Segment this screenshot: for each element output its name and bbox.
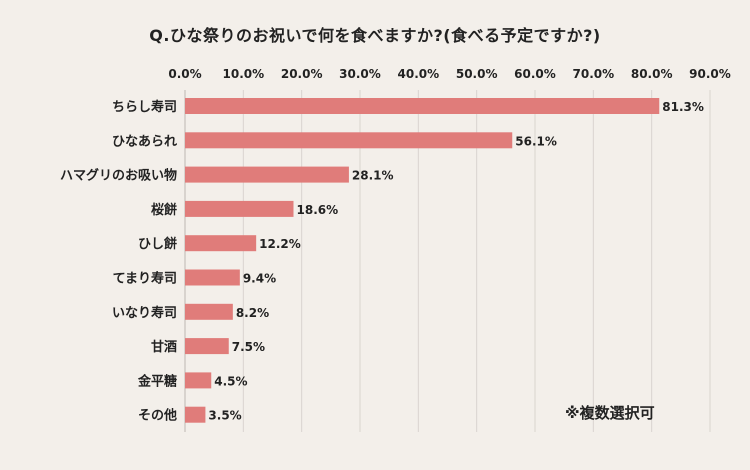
bar — [185, 132, 513, 149]
category-label: ハマグリのお吸い物 — [60, 168, 177, 184]
x-axis-ticks: 0.0% 10.0% 20.0% 30.0% 40.0% 50.0% 60.0% 70.0% 8… — [168, 67, 730, 81]
category-label: ひなあられ — [112, 134, 177, 149]
x-tick-label: 50.0% — [456, 67, 498, 81]
category-label: 甘酒 — [151, 339, 177, 355]
category-label: 桜餅 — [151, 202, 177, 218]
x-tick-label: 10.0% — [223, 67, 265, 81]
bar — [185, 406, 206, 423]
x-tick-label: 20.0% — [281, 67, 323, 81]
category-label: てまり寿司 — [113, 271, 177, 287]
chart-title: Q.ひな祭りのお祝いで何を食べますか?(食べる予定ですか?) — [149, 26, 601, 45]
bar — [185, 269, 240, 286]
value-labels: 81.3% 56.1% 28.1% 18.6% 12.2% 9.4% 8.2% 7.5% 4.5… — [208, 100, 703, 423]
category-label: 金平糖 — [137, 373, 177, 389]
x-tick-label: 60.0% — [514, 67, 556, 81]
bar — [185, 303, 233, 320]
bar — [185, 166, 349, 183]
category-label: ちらし寿司 — [112, 99, 177, 115]
value-label: 4.5% — [214, 374, 247, 388]
value-label: 7.5% — [232, 340, 265, 354]
bar — [185, 98, 660, 114]
category-label: その他 — [138, 408, 177, 424]
bar — [185, 200, 294, 217]
x-tick-label: 80.0% — [631, 67, 673, 81]
x-tick-label: 0.0% — [168, 67, 201, 81]
value-label: 56.1% — [515, 134, 557, 148]
x-tick-label: 30.0% — [339, 67, 381, 81]
x-tick-label: 40.0% — [398, 67, 440, 81]
category-label: ひし餅 — [138, 236, 177, 252]
value-label: 12.2% — [259, 237, 301, 251]
x-tick-label: 70.0% — [573, 67, 615, 81]
value-label: 81.3% — [662, 100, 704, 114]
value-label: 8.2% — [236, 306, 269, 320]
category-labels: ちらし寿司ひなあられハマグリのお吸い物桜餅ひし餅てまり寿司いなり寿司甘酒金平糖そ… — [60, 99, 177, 424]
multiple-choice-note: ※複数選択可 — [565, 404, 655, 422]
bar — [185, 372, 212, 389]
bar — [185, 338, 229, 355]
bars — [185, 98, 660, 423]
value-label: 18.6% — [297, 203, 339, 217]
value-label: 3.5% — [208, 409, 241, 423]
x-tick-label: 90.0% — [689, 67, 731, 81]
bar — [185, 235, 257, 252]
category-label: いなり寿司 — [112, 305, 177, 321]
value-label: 28.1% — [352, 169, 394, 183]
value-label: 9.4% — [243, 272, 276, 286]
